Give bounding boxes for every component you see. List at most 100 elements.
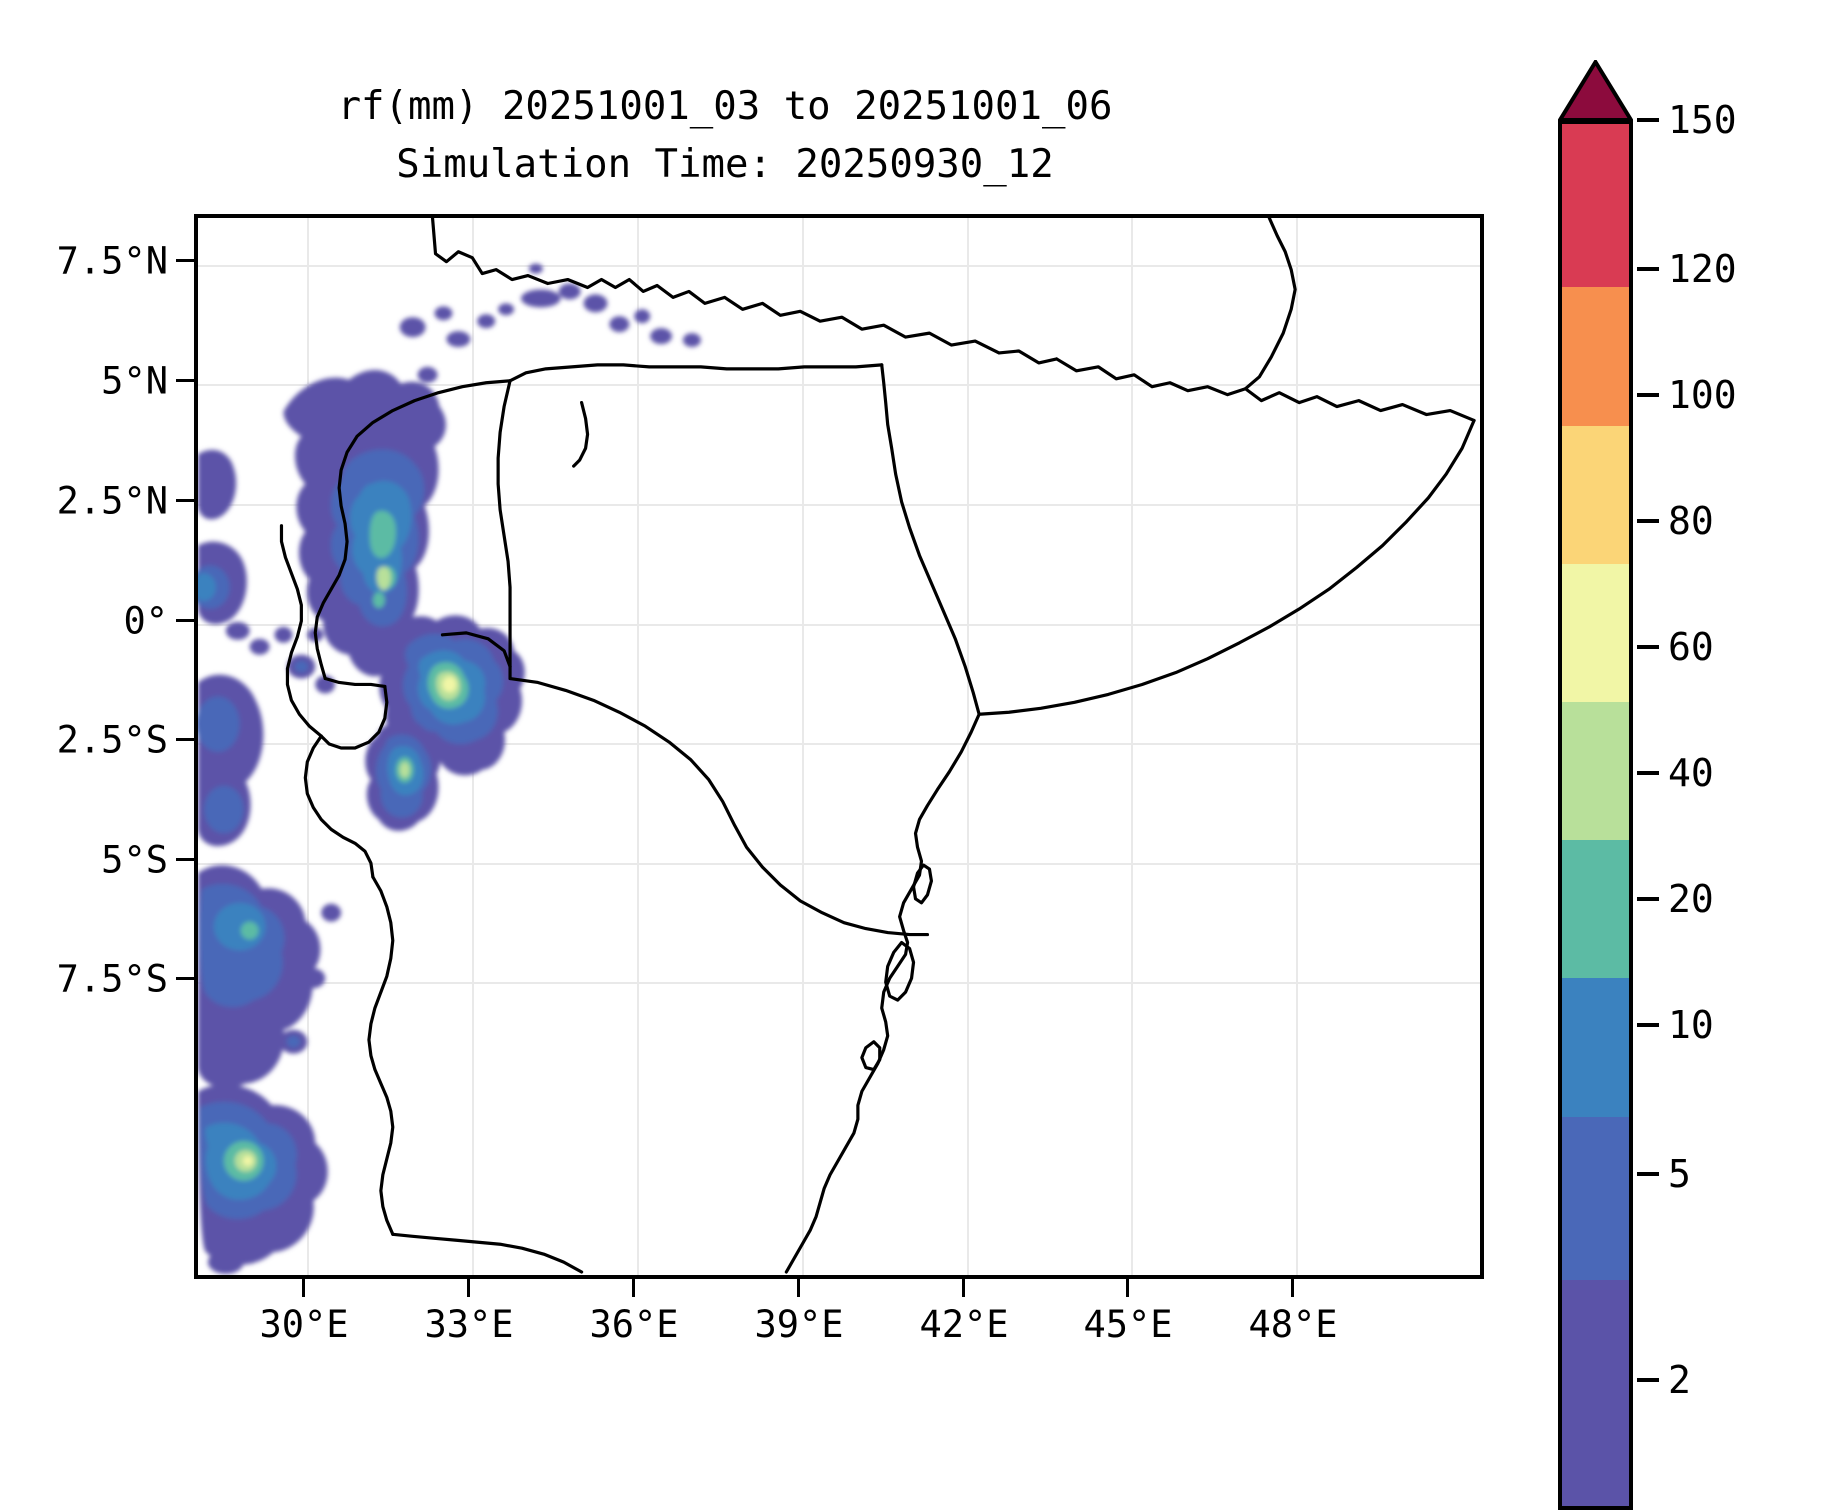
precip-band-20-40	[376, 566, 391, 591]
xtick-mark	[1126, 1279, 1129, 1297]
precip-cell-10-20	[198, 573, 216, 602]
precip-cell-20-40	[372, 592, 385, 609]
border-tanzania-south	[391, 1232, 584, 1274]
precip-band-2-5	[198, 449, 237, 520]
xtick-label-45E: 45°E	[1083, 1303, 1173, 1346]
colorbar-tick	[1637, 897, 1659, 901]
gridline-lat-7.5N	[198, 265, 1480, 267]
colorbar-label-40: 40	[1668, 751, 1714, 795]
xtick-mark	[1291, 1279, 1294, 1297]
island-zanzibar	[884, 940, 916, 1002]
colorbar-label-2: 2	[1668, 1358, 1691, 1402]
precip-cell-2-5	[249, 638, 270, 655]
xtick-mark	[467, 1279, 470, 1297]
precip-cell-2-5	[274, 626, 293, 643]
coast-somalia-horn	[977, 418, 1476, 716]
precip-cell-10-20	[213, 902, 266, 951]
coast-kenya	[784, 712, 981, 1274]
map-clip	[198, 218, 1480, 1275]
border-sudan-south-sudan	[430, 218, 1059, 365]
ytick-mark	[176, 379, 194, 382]
chart-title: rf(mm) 20251001_03 to 20251001_06 Simula…	[180, 78, 1270, 194]
colorbar-label-120: 120	[1668, 247, 1737, 291]
ytick-mark	[176, 858, 194, 861]
ytick-label-2.5S: 2.5°S	[56, 718, 168, 762]
colorbar-label-100: 100	[1668, 373, 1737, 417]
border-rwanda-south	[319, 684, 389, 750]
precip-core-60-80	[242, 1155, 253, 1166]
xtick-mark	[962, 1279, 965, 1297]
colorbar-tick	[1637, 267, 1659, 271]
precip-cell-5-10	[203, 785, 244, 834]
precip-cell-20-40	[240, 921, 259, 940]
xtick-mark	[797, 1279, 800, 1297]
colorbar-tick	[1637, 771, 1659, 775]
island-mafia	[860, 1040, 882, 1072]
gridline-lon-39	[802, 218, 804, 1275]
xtick-label-36E: 36°E	[589, 1303, 679, 1346]
gridline-lat-5N	[198, 384, 1480, 386]
colorbar-segment-80-100	[1562, 425, 1629, 564]
xtick-label-42E: 42°E	[919, 1303, 1009, 1346]
lake-victoria	[440, 631, 512, 669]
colorbar-label-10: 10	[1668, 1003, 1714, 1047]
gridline-lat-0	[198, 624, 1480, 626]
colorbar-segment-10-20	[1562, 978, 1629, 1117]
colorbar-tick	[1637, 519, 1659, 523]
colorbar-segment-60-80	[1562, 563, 1629, 702]
colorbar[interactable]: 150 120 100 80 60 40 20 10 5 2	[1558, 60, 1737, 1510]
border-kenya-somalia	[880, 363, 981, 716]
ytick-mark	[176, 619, 194, 622]
colorbar-label-150: 150	[1668, 98, 1737, 142]
ytick-label-7.5N: 7.5°N	[56, 239, 168, 283]
gridline-lat-7.5S	[198, 982, 1480, 984]
ytick-mark	[176, 259, 194, 262]
gridline-lon-48	[1296, 218, 1298, 1275]
ytick-mark	[176, 738, 194, 741]
colorbar-tick	[1637, 645, 1659, 649]
precip-band-20-40	[369, 510, 396, 559]
precip-core-60-80	[442, 676, 457, 693]
border-ethiopia-north	[1055, 218, 1297, 397]
gridline-lat-2.5N	[198, 504, 1480, 506]
colorbar-segment-20-40	[1562, 840, 1629, 979]
colorbar-segment-120-150	[1562, 123, 1629, 288]
colorbar-extend-arrow	[1558, 60, 1633, 122]
ytick-label-7.5S: 7.5°S	[56, 957, 168, 1001]
border-drc-rwanda	[323, 676, 387, 689]
colorbar-segment-2-5	[1562, 1279, 1629, 1506]
colorbar-tick	[1637, 1023, 1659, 1027]
border-ethiopia-kenya	[508, 363, 884, 383]
precip-cell-2-5	[301, 968, 326, 989]
map-plot-area[interactable]	[194, 214, 1484, 1279]
colorbar-label-20: 20	[1668, 877, 1714, 921]
precip-cell-2-5	[321, 903, 342, 922]
island-pemba	[911, 863, 934, 905]
gridline-lon-30	[307, 218, 309, 1275]
gridline-lat-2.5S	[198, 743, 1480, 745]
precip-cell-2-5	[207, 1250, 244, 1275]
colorbar-label-60: 60	[1668, 625, 1714, 669]
precip-cell-5-10	[198, 696, 240, 752]
border-uganda-kenya	[496, 379, 512, 681]
coast-somalia-north	[1243, 387, 1476, 423]
title-line-primary: rf(mm) 20251001_03 to 20251001_06	[337, 84, 1113, 129]
precipitation-field	[198, 263, 701, 1275]
xtick-label-39E: 39°E	[754, 1303, 844, 1346]
precip-cell-5-10	[294, 660, 309, 673]
precip-cell-5-10	[286, 1035, 301, 1048]
country-borders	[279, 218, 1476, 1274]
colorbar-label-5: 5	[1668, 1152, 1691, 1196]
ytick-mark	[176, 499, 194, 502]
gridline-lon-45	[1131, 218, 1133, 1275]
border-drc-tanganyika	[279, 524, 323, 738]
xtick-mark	[632, 1279, 635, 1297]
colorbar-gradient	[1558, 120, 1633, 1510]
border-tanzania-west	[367, 875, 395, 1236]
lake-turkana	[572, 401, 590, 468]
title-line-simulation-time: Simulation Time: 20250930_12	[396, 142, 1054, 187]
ytick-mark	[176, 977, 194, 980]
border-burundi	[303, 734, 375, 879]
colorbar-segment-40-60	[1562, 701, 1629, 841]
ytick-label-0: 0°	[123, 599, 168, 643]
